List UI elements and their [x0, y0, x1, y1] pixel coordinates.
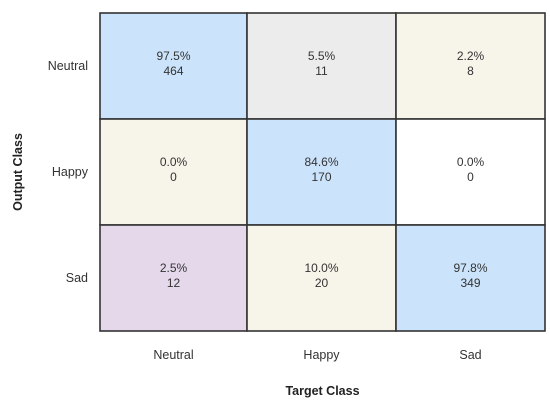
x-axis-title: Target Class	[285, 384, 359, 398]
x-tick-label-neutral: Neutral	[153, 348, 193, 362]
cell-sad-happy	[246, 224, 397, 332]
cell-neutral-sad-count: 8	[467, 64, 474, 78]
cell-happy-sad-count: 0	[467, 170, 474, 184]
x-tick-label-sad: Sad	[459, 348, 481, 362]
y-tick-label-happy: Happy	[52, 165, 89, 179]
cell-sad-neutral-count: 12	[167, 276, 181, 290]
cell-happy-sad-percent: 0.0%	[457, 155, 485, 169]
cell-neutral-neutral-percent: 97.5%	[156, 49, 190, 63]
cells-layer: 97.5%4645.5%112.2%80.0%084.6%1700.0%02.5…	[99, 12, 546, 332]
y-tick-label-sad: Sad	[66, 271, 88, 285]
cell-sad-happy-percent: 10.0%	[304, 261, 338, 275]
cell-sad-sad-percent: 97.8%	[453, 261, 487, 275]
cell-sad-neutral-percent: 2.5%	[160, 261, 188, 275]
cell-neutral-happy	[246, 12, 397, 120]
cell-happy-sad	[395, 118, 546, 226]
cell-sad-happy-count: 20	[315, 276, 329, 290]
cell-neutral-happy-count: 11	[315, 64, 328, 78]
cell-happy-happy	[246, 118, 397, 226]
x-tick-label-happy: Happy	[303, 348, 340, 362]
cell-happy-happy-count: 170	[311, 170, 331, 184]
cell-happy-neutral-percent: 0.0%	[160, 155, 188, 169]
cell-happy-happy-percent: 84.6%	[304, 155, 338, 169]
labels-layer: Neutral Happy Sad Neutral Happy Sad Target Cla…	[11, 59, 482, 398]
cell-neutral-sad-percent: 2.2%	[457, 49, 485, 63]
cell-happy-neutral	[99, 118, 248, 226]
y-tick-label-neutral: Neutral	[48, 59, 88, 73]
cell-neutral-happy-percent: 5.5%	[308, 49, 336, 63]
cell-neutral-neutral-count: 464	[163, 64, 183, 78]
cell-happy-neutral-count: 0	[170, 170, 177, 184]
cell-sad-sad-count: 349	[460, 276, 480, 290]
cell-neutral-neutral	[99, 12, 248, 120]
cell-neutral-sad	[395, 12, 546, 120]
cell-sad-sad	[395, 224, 546, 332]
cell-sad-neutral	[99, 224, 248, 332]
y-axis-title: Output Class	[11, 133, 25, 211]
